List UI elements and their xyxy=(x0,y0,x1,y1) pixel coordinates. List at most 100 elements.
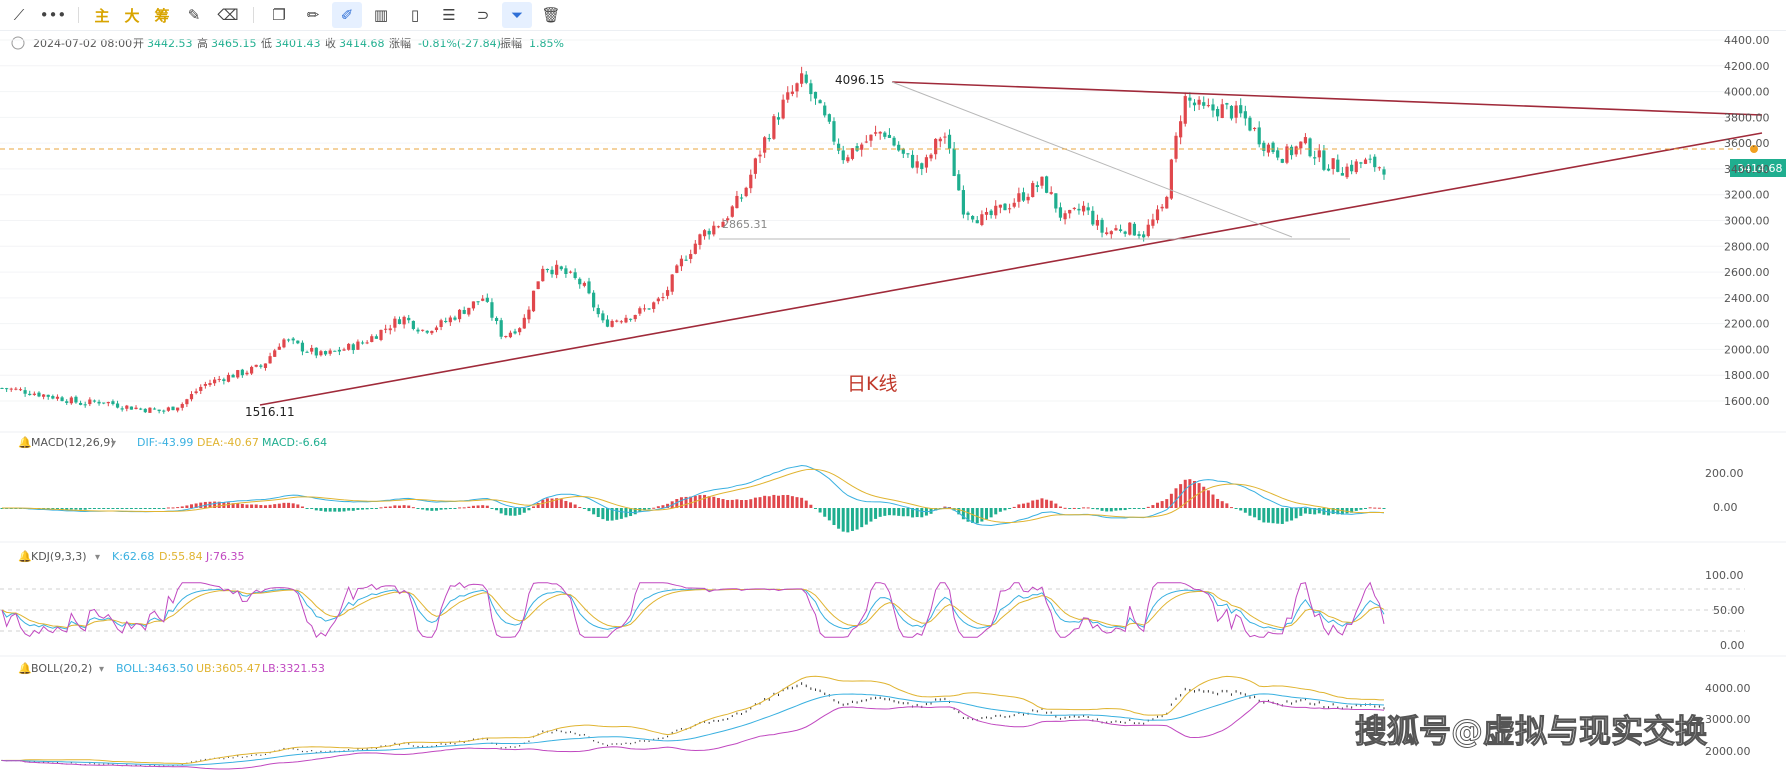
candle-body xyxy=(1197,99,1201,105)
price-tick: 2600.00 xyxy=(1724,266,1770,279)
macd-bar xyxy=(647,508,651,510)
macd-bar xyxy=(162,508,166,509)
macd-bar xyxy=(633,508,637,515)
candle-body xyxy=(83,404,87,406)
macd-bar xyxy=(652,507,656,509)
macd-bar xyxy=(569,502,573,508)
candle-body xyxy=(166,407,170,411)
candle-body xyxy=(513,331,517,334)
filter-icon[interactable]: ⏷ xyxy=(502,2,532,28)
macd-bar xyxy=(1257,508,1261,521)
macd-bar xyxy=(97,508,101,509)
more-icon[interactable]: ••• xyxy=(39,6,67,24)
candle-body xyxy=(873,132,878,134)
magnet-icon[interactable]: ⊃ xyxy=(476,6,490,24)
chips-button[interactable]: 筹 xyxy=(154,6,170,25)
macd-bar xyxy=(915,508,919,518)
macd-bar xyxy=(171,507,175,509)
main-chart-button[interactable]: 主 xyxy=(94,6,110,25)
macd-bar xyxy=(190,504,194,508)
candle-body xyxy=(78,402,83,405)
macd-bar xyxy=(111,508,115,509)
big-button[interactable]: 大 xyxy=(124,6,140,25)
draw-line-icon[interactable]: ⟋ xyxy=(13,6,25,24)
candle-body xyxy=(689,254,693,259)
macd-bar xyxy=(1229,507,1233,509)
candle-body xyxy=(1091,210,1095,225)
candle-body xyxy=(864,141,868,143)
edit-icon[interactable]: ✎ xyxy=(187,6,201,24)
candle-body xyxy=(0,387,4,389)
candle-body xyxy=(199,386,203,391)
candle-body xyxy=(189,394,194,400)
candles-icon[interactable]: ▥ xyxy=(373,6,389,24)
macd-bar xyxy=(1373,507,1377,509)
candle-body xyxy=(938,138,942,142)
candle-body xyxy=(707,230,711,235)
candle-body xyxy=(610,320,614,327)
candle-body xyxy=(1086,207,1090,211)
candle-body xyxy=(518,328,522,333)
macd-bar xyxy=(707,496,711,508)
macd-bar xyxy=(1021,503,1025,508)
candle-body xyxy=(1216,108,1220,117)
chevron-down-icon[interactable]: ▾ xyxy=(99,664,104,675)
candle-body xyxy=(411,320,415,329)
candle-body xyxy=(522,317,526,329)
candle-body xyxy=(203,383,207,386)
price-tick: 4000.00 xyxy=(1724,86,1770,99)
chevron-down-icon[interactable]: ▾ xyxy=(111,438,116,449)
copy-icon[interactable]: ❐ xyxy=(272,6,286,24)
bell-icon: 🔔 xyxy=(18,436,32,449)
candle-body xyxy=(1165,196,1169,209)
macd-bar xyxy=(804,500,808,508)
candle-body xyxy=(1220,104,1224,119)
candle-body xyxy=(273,350,277,357)
paste-icon[interactable]: ▯ xyxy=(410,6,420,24)
trash-icon[interactable]: 🗑 xyxy=(541,6,561,24)
macd-bar xyxy=(1114,508,1118,511)
ohlc-info: 2024-07-02 08:00 开 3442.53 高 3465.15 低 3… xyxy=(11,36,564,50)
macd-bar xyxy=(619,508,623,519)
macd-bar xyxy=(1169,493,1173,508)
candle-body xyxy=(804,74,808,83)
macd-bar xyxy=(379,507,383,509)
chevron-down-icon[interactable]: ▾ xyxy=(95,552,100,563)
candle-body xyxy=(379,329,383,340)
macd-bar xyxy=(656,506,660,508)
macd-bar xyxy=(314,508,318,511)
macd-tick-200: 200.00 xyxy=(1705,467,1744,480)
macd-bar xyxy=(328,508,332,512)
clear-drawing-icon[interactable]: ⌫ xyxy=(217,6,239,24)
candle-body xyxy=(887,134,892,138)
boll-tick-2000: 2000.00 xyxy=(1705,745,1751,758)
macd-bar xyxy=(176,507,180,509)
candle-body xyxy=(638,308,642,314)
brush-icon[interactable]: ✐ xyxy=(332,2,362,28)
macd-bar xyxy=(1253,508,1257,518)
price-tick: 3600.00 xyxy=(1724,137,1770,150)
candle-body xyxy=(18,389,23,391)
macd-bar xyxy=(592,508,596,515)
candle-body xyxy=(712,225,716,235)
candle-body xyxy=(527,309,531,320)
macd-bar xyxy=(897,508,901,516)
candle-body xyxy=(1345,166,1349,178)
candle-body xyxy=(115,403,120,408)
macd-bar xyxy=(550,498,554,508)
ruler-icon[interactable]: ✏ xyxy=(306,6,320,24)
macd-bar xyxy=(1165,499,1169,508)
collapse-icon[interactable] xyxy=(11,36,25,50)
macd-bar xyxy=(869,508,873,522)
candle-body xyxy=(952,148,956,177)
candle-body xyxy=(356,341,360,350)
macd-bar xyxy=(615,508,619,520)
candle-body xyxy=(1031,183,1035,198)
macd-bar xyxy=(610,508,614,521)
candle-body xyxy=(934,138,938,155)
note-icon[interactable]: ☰ xyxy=(442,6,456,24)
candle-body xyxy=(749,174,753,189)
macd-bar xyxy=(166,507,170,509)
candle-body xyxy=(813,91,818,99)
